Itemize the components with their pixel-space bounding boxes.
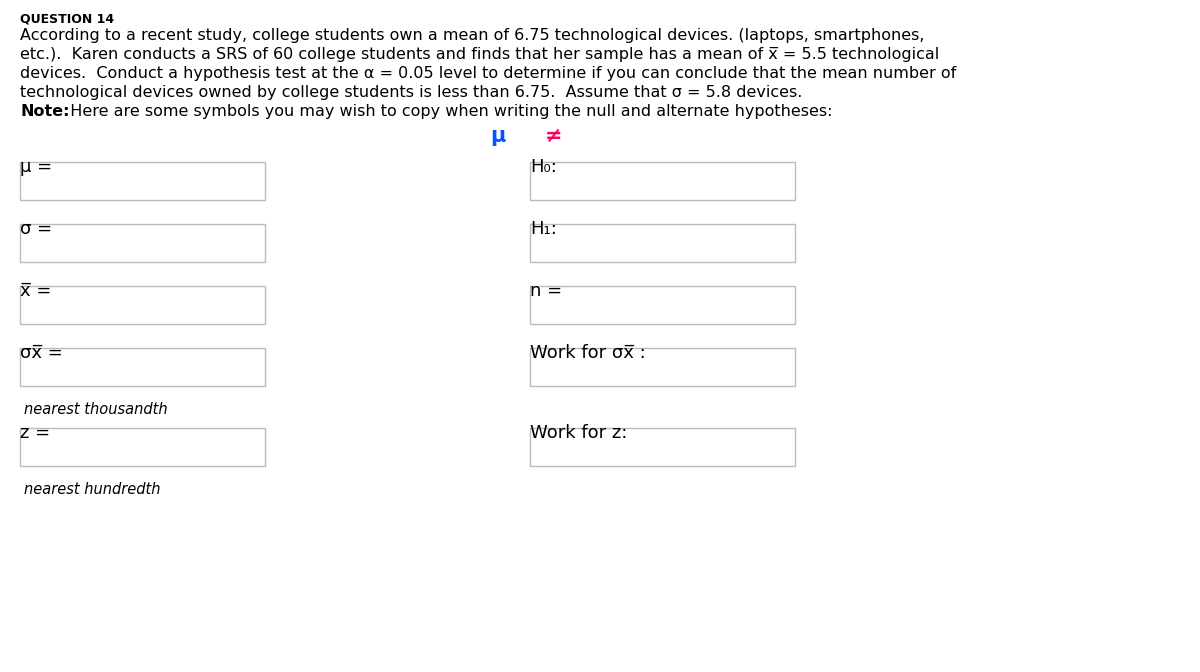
Text: Here are some symbols you may wish to copy when writing the null and alternate h: Here are some symbols you may wish to co…: [60, 104, 833, 119]
Bar: [530, 162, 796, 200]
Text: ≠: ≠: [545, 126, 563, 146]
Bar: [20, 162, 265, 200]
Text: σ =: σ =: [20, 220, 52, 238]
Text: Work for σx̅ :: Work for σx̅ :: [530, 344, 646, 362]
Text: z =: z =: [20, 424, 50, 442]
Text: nearest thousandth: nearest thousandth: [24, 402, 168, 417]
Bar: [20, 428, 265, 466]
Text: H₁:: H₁:: [530, 220, 557, 238]
Text: QUESTION 14: QUESTION 14: [20, 12, 114, 25]
Bar: [530, 224, 796, 262]
Text: H₀:: H₀:: [530, 158, 557, 176]
Bar: [530, 428, 796, 466]
Text: technological devices owned by college students is less than 6.75.  Assume that : technological devices owned by college s…: [20, 85, 803, 100]
Bar: [530, 348, 796, 386]
Text: etc.).  Karen conducts a SRS of 60 college students and finds that her sample ha: etc.). Karen conducts a SRS of 60 colleg…: [20, 47, 940, 62]
Text: Work for z:: Work for z:: [530, 424, 628, 442]
Bar: [20, 224, 265, 262]
Text: According to a recent study, college students own a mean of 6.75 technological d: According to a recent study, college stu…: [20, 28, 924, 43]
Text: σx̅ =: σx̅ =: [20, 344, 62, 362]
Bar: [20, 348, 265, 386]
Text: μ: μ: [490, 126, 505, 146]
Text: x̅ =: x̅ =: [20, 282, 52, 300]
Bar: [20, 286, 265, 324]
Text: Note:: Note:: [20, 104, 70, 119]
Text: μ =: μ =: [20, 158, 52, 176]
Bar: [530, 286, 796, 324]
Text: n =: n =: [530, 282, 562, 300]
Text: devices.  Conduct a hypothesis test at the α = 0.05 level to determine if you ca: devices. Conduct a hypothesis test at th…: [20, 66, 956, 81]
Text: nearest hundredth: nearest hundredth: [24, 482, 161, 497]
